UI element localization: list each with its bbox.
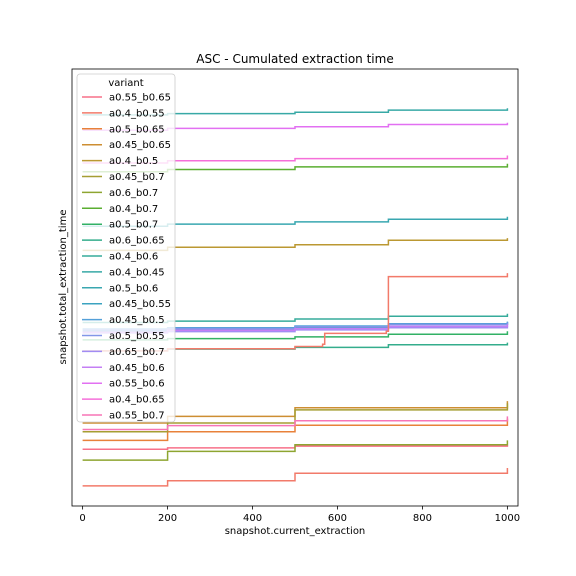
legend-label-3: a0.45_b0.65 [109,140,171,151]
series-line-2 [82,418,509,442]
legend-label-9: a0.6_b0.65 [109,236,165,247]
legend-label-19: a0.4_b0.65 [109,395,165,406]
x-tick-label-2: 400 [243,513,262,524]
legend: variant a0.55_b0.65a0.4_b0.55a0.5_b0.65a… [76,73,176,423]
chart-title: ASC - Cumulated extraction time [196,52,393,66]
y-axis-label: snapshot.total_extraction_time [58,210,69,365]
x-axis-label: snapshot.current_extraction [225,526,366,537]
legend-label-11: a0.4_b0.45 [109,267,165,278]
legend-label-4: a0.4_b0.5 [109,156,158,167]
x-tick-label-4: 800 [413,513,432,524]
series-line-6 [82,440,509,461]
legend-label-16: a0.65_b0.7 [109,347,165,358]
legend-label-18: a0.55_b0.6 [109,379,165,390]
legend-label-17: a0.45_b0.6 [109,363,165,374]
legend-label-15: a0.5_b0.55 [109,331,165,342]
legend-label-0: a0.55_b0.65 [109,93,171,104]
legend-title: variant [108,78,143,89]
series-line-20 [82,416,509,431]
legend-label-12: a0.5_b0.6 [109,283,158,294]
x-tick-label-3: 600 [328,513,347,524]
legend-label-14: a0.45_b0.5 [109,315,165,326]
legend-entries: a0.55_b0.65 a0.4_b0.55 a0.5_b0.65 a0.45_b0.… [82,93,171,422]
legend-label-10: a0.4_b0.6 [109,252,158,263]
x-axis: 0 200 400 600 800 1000 [79,506,520,524]
legend-label-1: a0.4_b0.55 [109,108,165,119]
x-tick-label-0: 0 [79,513,85,524]
legend-label-7: a0.4_b0.7 [109,204,158,215]
legend-label-6: a0.6_b0.7 [109,188,158,199]
legend-label-2: a0.5_b0.65 [109,124,165,135]
legend-label-5: a0.45_b0.7 [109,172,165,183]
x-tick-label-5: 1000 [495,513,520,524]
legend-label-8: a0.5_b0.7 [109,220,158,231]
legend-label-20: a0.55_b0.7 [109,411,165,422]
x-tick-label-1: 200 [158,513,177,524]
series-line-1 [82,468,509,487]
legend-label-13: a0.45_b0.55 [109,299,171,310]
series-line-21 [82,273,509,352]
